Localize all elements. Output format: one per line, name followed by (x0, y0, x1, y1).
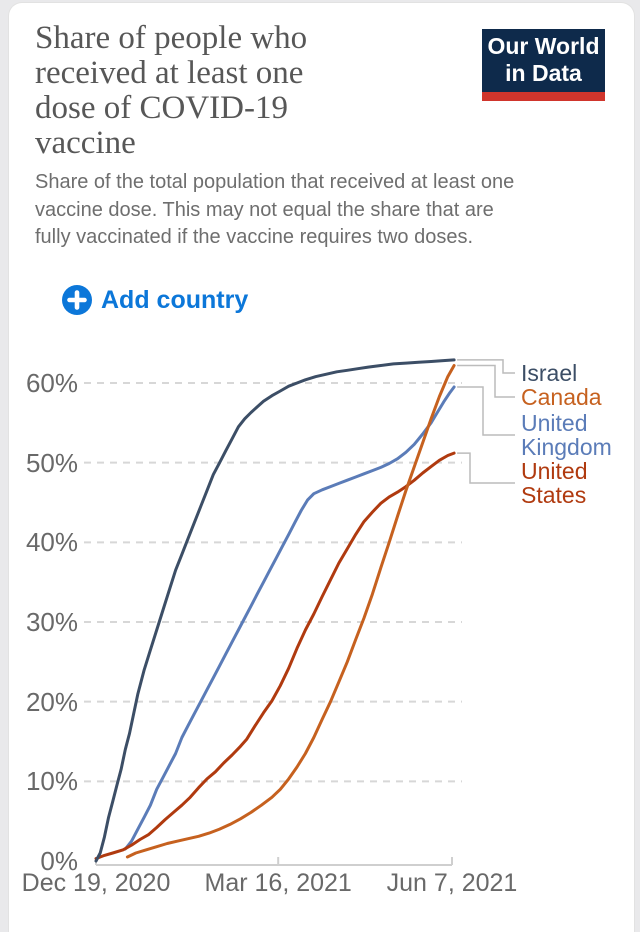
owid-logo[interactable]: Our World in Data (482, 29, 605, 101)
legend-label-united-states[interactable]: United States (521, 457, 588, 508)
legend-connector-united-kingdom (457, 386, 515, 436)
chart-card: Share of people who received at least on… (8, 2, 635, 932)
legend-connector-canada (457, 364, 515, 398)
legend-connector-israel (457, 359, 515, 374)
series-line-canada[interactable] (125, 364, 456, 859)
owid-logo-text: Our World in Data (482, 29, 605, 92)
series-line-united-states[interactable] (94, 451, 456, 861)
series-line-israel[interactable] (94, 358, 456, 863)
plus-icon (62, 285, 92, 315)
add-country-label: Add country (101, 285, 249, 314)
legend-label-israel[interactable]: Israel (521, 359, 578, 386)
legend-label-united-kingdom[interactable]: United Kingdom (521, 409, 612, 460)
legend-connector-united-states (457, 452, 515, 484)
owid-logo-red-bar (482, 92, 605, 101)
series-line-united-kingdom[interactable] (123, 385, 456, 851)
owid-logo-line1: Our World (487, 33, 600, 59)
chart-title: Share of people who received at least on… (35, 20, 308, 161)
legend-label-canada[interactable]: Canada (521, 383, 602, 410)
chart-subtitle: Share of the total population that recei… (35, 171, 515, 248)
owid-logo-line2: in Data (505, 60, 582, 86)
add-country-button[interactable]: Add country (62, 285, 248, 315)
